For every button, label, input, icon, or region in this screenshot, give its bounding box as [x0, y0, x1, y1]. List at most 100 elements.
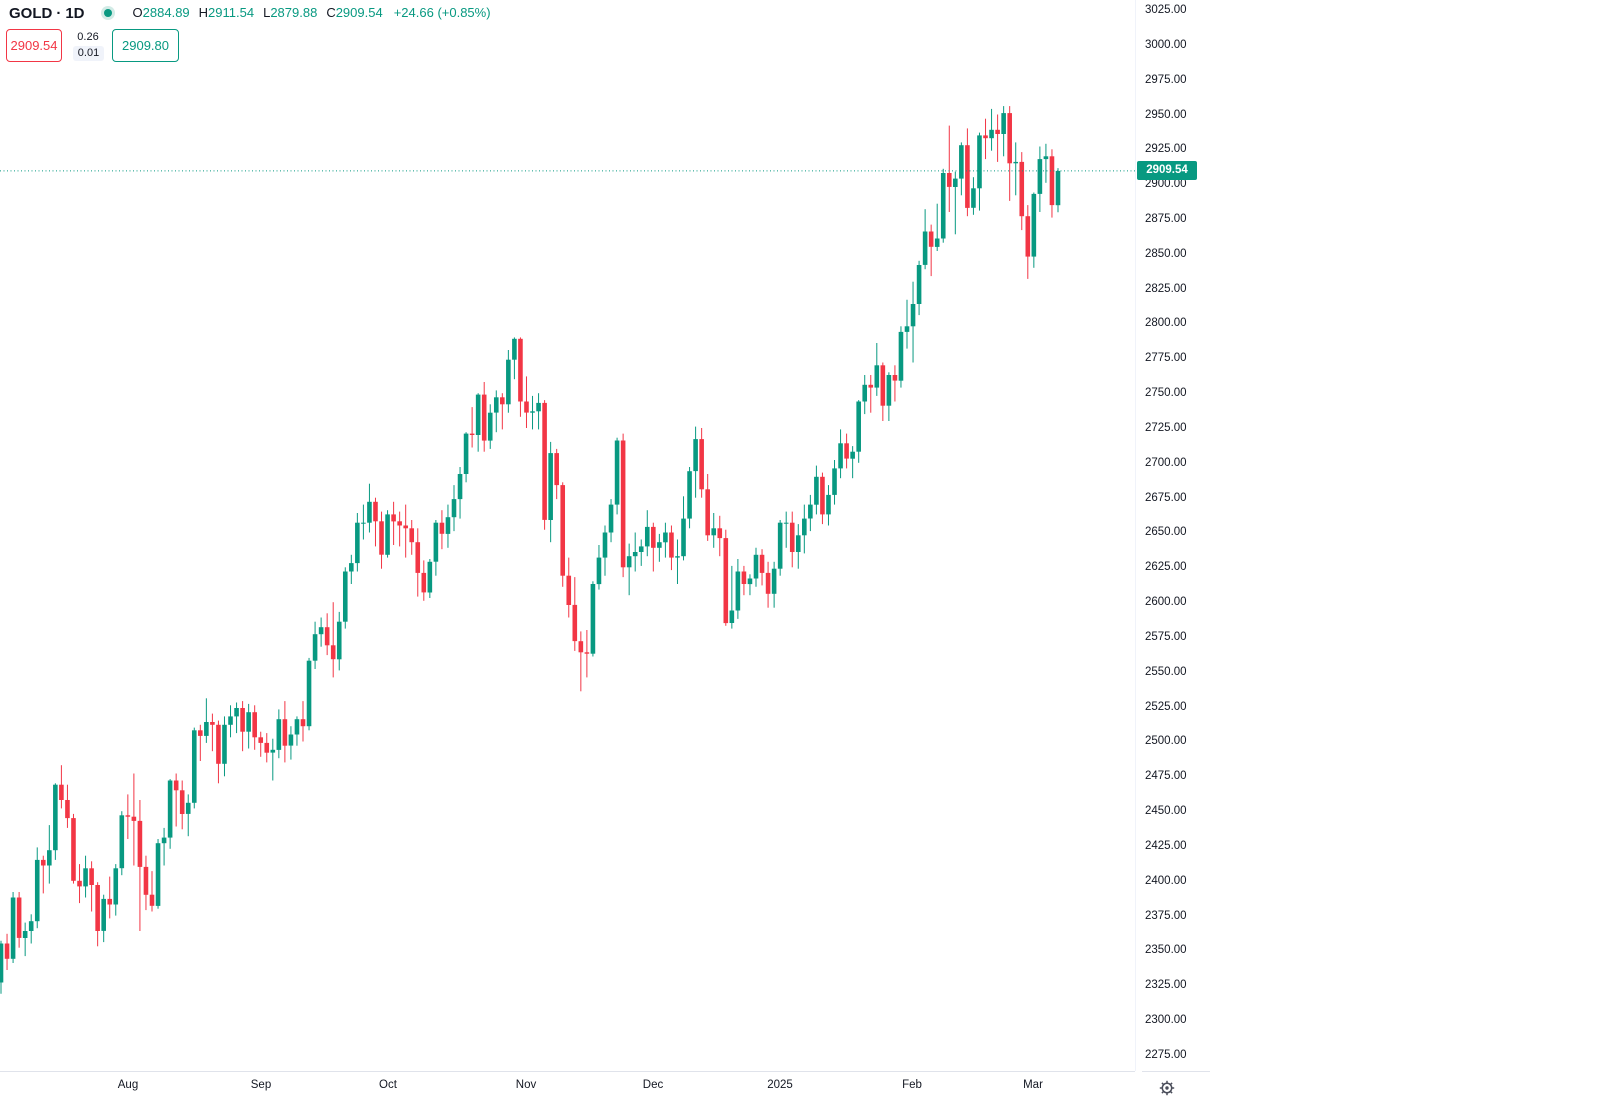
candle-body: [83, 868, 88, 887]
open-value: 2884.89: [142, 5, 190, 20]
candle-body: [125, 815, 131, 817]
candle-body: [928, 231, 934, 247]
candle-body: [306, 660, 312, 727]
price-tick-label: 3025.00: [1145, 4, 1187, 16]
price-tick-label: 2950.00: [1145, 109, 1187, 121]
price-tick-label: 2450.00: [1145, 805, 1187, 817]
candle-body: [270, 749, 276, 753]
candle-body: [795, 535, 801, 552]
price-tick-label: 2675.00: [1145, 492, 1187, 504]
candle-body: [638, 546, 644, 552]
candle-body: [651, 526, 656, 548]
candle-body: [34, 859, 40, 922]
candle-body: [844, 443, 849, 459]
candle-body: [276, 719, 282, 750]
candle-body: [131, 816, 137, 821]
settings-gear-icon[interactable]: [1158, 1079, 1176, 1097]
candle-body: [216, 724, 221, 764]
market-status-icon: [100, 6, 115, 20]
candle-body: [814, 476, 819, 505]
price-tick-label: 2375.00: [1145, 910, 1187, 922]
candle-body: [657, 542, 662, 548]
candle-body: [880, 365, 886, 406]
candle-body: [602, 532, 608, 558]
price-tick-label: 2975.00: [1145, 74, 1187, 86]
sell-button[interactable]: 2909.54: [6, 29, 62, 62]
candle-body: [663, 532, 668, 543]
close-label: C: [326, 5, 336, 20]
candle-body: [910, 304, 916, 327]
price-tick-label: 2400.00: [1145, 875, 1187, 887]
candle-body: [747, 578, 753, 585]
candle-body: [373, 501, 378, 522]
candle-body: [898, 331, 904, 381]
time-tick-label: Dec: [642, 1079, 664, 1091]
candle-body: [258, 737, 264, 743]
candle-body: [916, 265, 922, 304]
candlestick-series: [0, 106, 1061, 994]
candle-body: [107, 898, 113, 905]
price-tick-label: 2750.00: [1145, 387, 1187, 399]
candle-body: [850, 451, 855, 459]
candle-body: [228, 716, 233, 725]
candle-body: [379, 521, 384, 555]
candle-body: [995, 129, 1000, 134]
candle-body: [252, 712, 257, 738]
price-tick-label: 2500.00: [1145, 735, 1187, 747]
price-tick-label: 2800.00: [1145, 317, 1187, 329]
symbol-title[interactable]: GOLD: [9, 5, 53, 22]
title-separator: ·: [56, 5, 62, 22]
price-tick-label: 2575.00: [1145, 631, 1187, 643]
time-tick-label: Sep: [250, 1079, 272, 1091]
candle-body: [493, 397, 499, 413]
price-tick-label: 2275.00: [1145, 1049, 1187, 1061]
candle-body: [518, 338, 523, 402]
candle-body: [95, 885, 100, 931]
candle-body: [959, 145, 964, 179]
candle-body: [1019, 161, 1025, 217]
candle-body: [596, 557, 602, 585]
candle-body: [1037, 159, 1043, 194]
candle-body: [626, 556, 632, 568]
candle-body: [1001, 113, 1006, 134]
candle-body: [173, 780, 179, 791]
candle-body: [397, 521, 402, 526]
candle-body: [965, 145, 970, 208]
candle-body: [210, 722, 215, 725]
candle-body: [342, 571, 348, 622]
candle-body: [204, 722, 209, 736]
price-tick-label: 2700.00: [1145, 457, 1187, 469]
candle-body: [669, 532, 674, 558]
candle-body: [892, 375, 898, 381]
candle-body: [614, 440, 620, 505]
candle-body: [1013, 161, 1019, 164]
buy-button[interactable]: 2909.80: [112, 29, 179, 62]
price-tick-label: 2875.00: [1145, 213, 1187, 225]
time-tick-label: Nov: [515, 1079, 537, 1091]
candle-body: [167, 780, 173, 838]
candle-body: [826, 494, 831, 515]
candle-body: [832, 468, 837, 495]
candle-body: [409, 528, 415, 543]
interval-label[interactable]: 1D: [65, 5, 85, 22]
candle-body: [681, 518, 686, 557]
candle-body: [22, 931, 28, 938]
candle-body: [506, 359, 511, 405]
low-value: 2879.88: [270, 5, 318, 20]
candle-body: [10, 897, 16, 959]
candle-body: [868, 384, 874, 388]
candlestick-chart[interactable]: [0, 0, 1135, 1071]
candle-body: [161, 837, 167, 844]
candle-body: [288, 734, 294, 746]
price-tick-label: 2650.00: [1145, 526, 1187, 538]
price-tick-label: 2825.00: [1145, 283, 1187, 295]
candle-body: [729, 610, 735, 623]
candle-body: [536, 402, 541, 412]
candle-body: [989, 129, 994, 139]
candle-body: [741, 571, 747, 584]
candle-body: [530, 411, 535, 413]
candle-body: [590, 584, 596, 654]
time-tick-label: Aug: [117, 1079, 139, 1091]
candle-body: [318, 627, 324, 635]
